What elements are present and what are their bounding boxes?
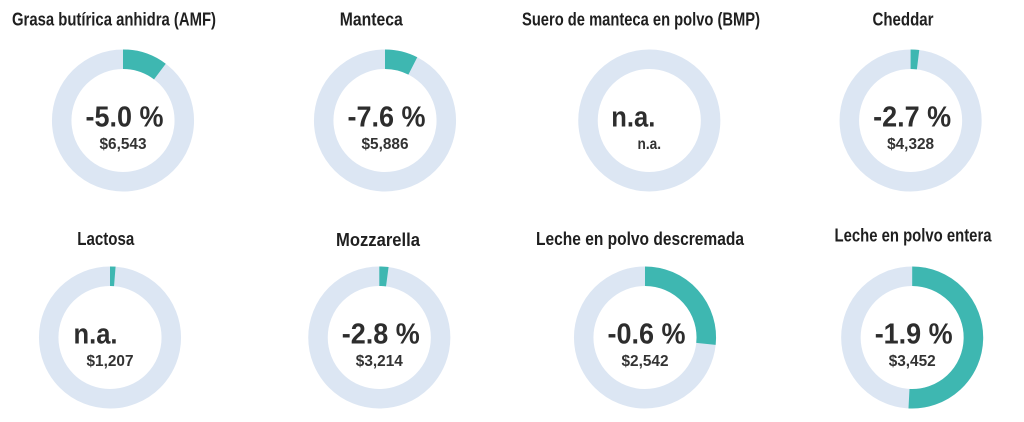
svg-text:Manteca: Manteca: [340, 10, 404, 30]
svg-text:$6,543: $6,543: [100, 136, 147, 153]
svg-text:-5.0 %: -5.0 %: [86, 102, 164, 134]
svg-text:$3,452: $3,452: [889, 353, 936, 370]
svg-text:$2,542: $2,542: [622, 353, 669, 370]
svg-text:$4,328: $4,328: [887, 136, 934, 153]
svg-text:-0.6 %: -0.6 %: [608, 319, 686, 351]
svg-text:Mozzarella: Mozzarella: [336, 230, 421, 250]
svg-text:n.a.: n.a.: [638, 136, 662, 153]
svg-text:n.a.: n.a.: [611, 102, 655, 134]
svg-text:$1,207: $1,207: [87, 353, 134, 370]
svg-text:Suero de manteca en polvo (BMP: Suero de manteca en polvo (BMP): [522, 10, 760, 30]
svg-text:Lactosa: Lactosa: [77, 229, 135, 249]
svg-text:n.a.: n.a.: [74, 319, 118, 351]
svg-text:$3,214: $3,214: [356, 353, 403, 370]
svg-text:-2.8 %: -2.8 %: [342, 319, 420, 351]
svg-text:Leche en polvo entera: Leche en polvo entera: [835, 226, 993, 246]
svg-text:Cheddar: Cheddar: [873, 10, 934, 30]
svg-text:-7.6 %: -7.6 %: [348, 102, 426, 134]
svg-text:$5,886: $5,886: [362, 136, 409, 153]
svg-text:-2.7 %: -2.7 %: [873, 102, 951, 134]
svg-text:Grasa butírica anhidra (AMF): Grasa butírica anhidra (AMF): [12, 10, 216, 30]
svg-text:Leche en polvo descremada: Leche en polvo descremada: [536, 229, 745, 249]
svg-text:-1.9 %: -1.9 %: [875, 319, 953, 351]
